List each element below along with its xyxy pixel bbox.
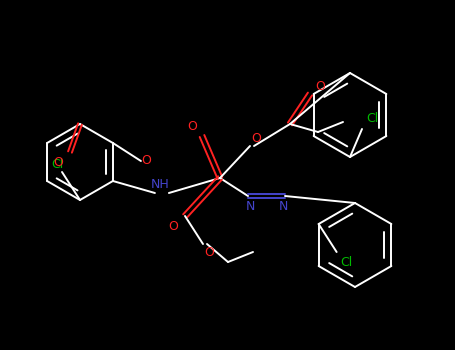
Text: NH: NH bbox=[151, 178, 169, 191]
Text: O: O bbox=[315, 79, 325, 92]
Text: Cl: Cl bbox=[340, 256, 353, 268]
Text: O: O bbox=[141, 154, 151, 168]
Text: Cl: Cl bbox=[51, 158, 63, 170]
Text: N: N bbox=[245, 199, 255, 212]
Text: O: O bbox=[187, 119, 197, 133]
Text: N: N bbox=[278, 199, 288, 212]
Text: O: O bbox=[168, 219, 178, 232]
Text: O: O bbox=[251, 132, 261, 145]
Text: O: O bbox=[53, 155, 63, 168]
Text: Cl: Cl bbox=[366, 112, 378, 126]
Text: O: O bbox=[204, 245, 214, 259]
